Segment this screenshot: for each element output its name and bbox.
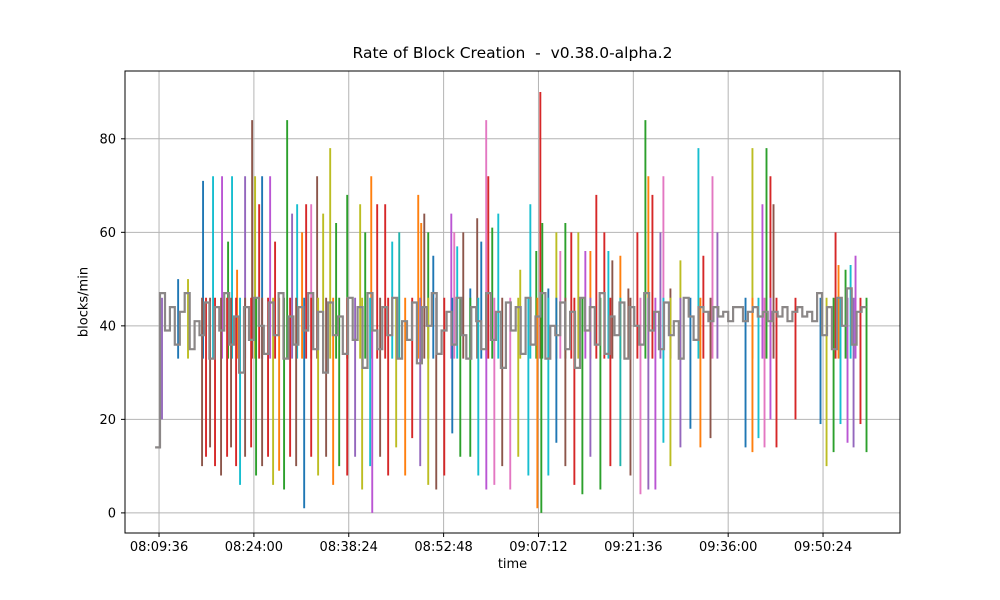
axis-ticks: [121, 138, 824, 537]
x-tick-label: 09:36:00: [699, 540, 757, 555]
x-tick-label: 09:21:36: [604, 540, 662, 555]
x-tick-label: 08:38:24: [320, 540, 378, 555]
tick-labels: 08:09:36 08:24:00 08:38:24 08:52:48 09:07:12…: [99, 132, 852, 555]
y-axis-label: blocks/min: [76, 266, 92, 338]
x-tick-label: 09:50:24: [794, 540, 852, 555]
x-tick-label: 08:24:00: [225, 540, 283, 555]
y-tick-label: 80: [99, 132, 116, 147]
baseline-band-series: [155, 287, 867, 449]
y-tick-label: 0: [108, 506, 116, 521]
x-tick-label: 08:52:48: [414, 540, 472, 555]
y-tick-label: 40: [99, 319, 116, 334]
y-tick-label: 60: [99, 226, 116, 241]
chart-title: Rate of Block Creation - v0.38.0-alpha.2: [352, 44, 673, 62]
x-axis-label: time: [497, 557, 528, 572]
y-tick-label: 20: [99, 413, 116, 428]
gridlines: [125, 71, 900, 533]
x-tick-label: 08:09:36: [130, 540, 188, 555]
plot-frame: [124, 70, 901, 534]
x-tick-label: 09:07:12: [509, 540, 567, 555]
